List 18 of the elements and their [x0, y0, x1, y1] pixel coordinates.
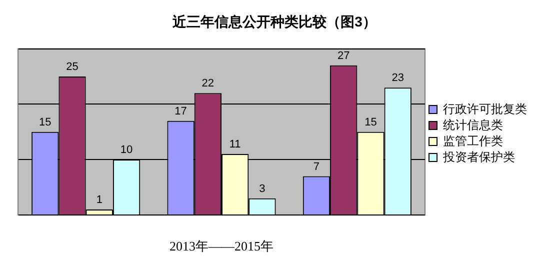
- data-label: 1: [96, 194, 102, 206]
- data-label: 17: [174, 105, 187, 118]
- data-label: 15: [364, 116, 377, 128]
- data-label: 27: [337, 50, 350, 62]
- data-label: 15: [39, 116, 52, 128]
- data-label: 25: [66, 61, 78, 74]
- data-label: 7: [313, 160, 320, 173]
- data-label: 22: [202, 78, 214, 90]
- data-label: 3: [259, 182, 266, 195]
- data-label: 23: [392, 72, 404, 84]
- x-axis-title: 2013年——2015年: [170, 238, 274, 254]
- chart-title: 近三年信息公开种类比较（图3）: [172, 13, 376, 30]
- legend-label: 投资者保护类: [442, 150, 515, 164]
- legend-label: 行政许可批复类: [443, 102, 527, 116]
- legend-label: 统计信息类: [443, 118, 503, 132]
- legend-label: 监管工作类: [443, 134, 503, 148]
- data-label: 10: [120, 144, 133, 156]
- data-label: 11: [229, 138, 241, 151]
